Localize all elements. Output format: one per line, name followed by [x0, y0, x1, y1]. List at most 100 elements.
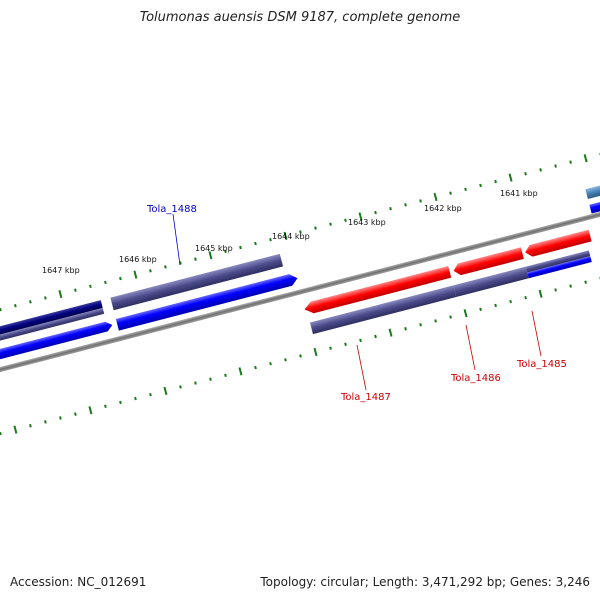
ruler-top-tick: [569, 160, 572, 164]
ruler-top-tick: [329, 222, 332, 226]
ruler-bottom-tick: [313, 347, 318, 357]
ruler-top-tick: [464, 187, 467, 191]
genome-summary-text: Topology: circular; Length: 3,471,292 bp…: [260, 575, 590, 589]
ruler-top-tick: [133, 270, 138, 279]
gene-tola-1486-red[interactable]: [452, 247, 524, 276]
accession-text: Accession: NC_012691: [10, 575, 147, 589]
ruler-top-tick: [494, 179, 497, 184]
ruler-top-tick: [0, 307, 2, 312]
ruler-top-tick: [583, 154, 588, 163]
scale-labels: 1641 kbp 1642 kbp 1643 kbp 1644 kbp 1645…: [42, 189, 538, 275]
callout-line-tola-1486: [465, 324, 476, 371]
ruler-bottom-tick: [104, 404, 107, 409]
ruler-bottom-tick: [434, 319, 437, 323]
ruler-bottom-tick: [449, 315, 452, 319]
ruler-top-tick: [283, 231, 288, 240]
map-title: Tolumonas auensis DSM 9187, complete gen…: [139, 10, 461, 25]
gene-callouts: Tola_1488 Tola_1487 Tola_1486 Tola_1485: [146, 204, 567, 403]
ruler-bottom-tick: [419, 323, 422, 327]
forward-strand-genes: [0, 178, 600, 373]
ruler-top-tick: [58, 289, 63, 299]
gene-feature-left-blue[interactable]: [115, 272, 299, 331]
ruler-bottom-tick: [374, 334, 377, 339]
ruler-bottom-tick: [569, 284, 572, 288]
ruler-bottom-tick: [388, 328, 393, 337]
ruler-bottom-tick: [29, 424, 32, 428]
ruler-bottom-tick: [179, 385, 182, 389]
ruler-bottom-tick: [13, 425, 18, 434]
gene-feature-far-left-slate[interactable]: [0, 307, 105, 356]
ruler-bottom-tick: [134, 396, 137, 401]
gene-tola-1487-red[interactable]: [303, 266, 452, 315]
ruler-top-tick: [254, 241, 257, 246]
ruler-bottom-tick: [329, 346, 332, 350]
ruler-top-tick: [539, 168, 542, 172]
genome-backbone: [0, 184, 600, 400]
ruler-bottom-tick: [44, 420, 47, 424]
ruler-bottom-tick: [404, 327, 407, 331]
gene-tola-1485[interactable]: [525, 250, 591, 273]
ruler-top-tick: [358, 212, 363, 221]
ruler-top-tick: [119, 276, 122, 281]
gene-tola-1488[interactable]: [110, 253, 284, 311]
ruler-top-tick: [479, 183, 482, 188]
scale-label-1646: 1646 kbp: [119, 255, 157, 264]
gene-tola-1486[interactable]: [453, 266, 529, 298]
ruler-bottom-tick: [224, 373, 227, 378]
ruler-bottom-tick: [88, 406, 93, 415]
ruler-bottom-tick: [299, 354, 302, 358]
ruler-top-tick: [208, 251, 213, 260]
gene-feature-far-left-blue[interactable]: [0, 320, 114, 373]
gene-tola-1485-red[interactable]: [524, 229, 592, 258]
ruler-bottom-tick: [209, 377, 212, 381]
ruler-bottom-tick: [284, 358, 287, 362]
ruler-bottom-tick: [59, 416, 62, 420]
gene-tola-1487[interactable]: [309, 285, 457, 335]
gene-feature-far-left-navy[interactable]: [0, 300, 103, 350]
ruler-top-tick: [433, 192, 438, 202]
gene-label-tola-1487[interactable]: Tola_1487: [340, 392, 391, 403]
gene-label-tola-1486[interactable]: Tola_1486: [450, 373, 501, 384]
scale-label-1644: 1644 kbp: [272, 232, 310, 241]
ruler-top-tick: [508, 173, 513, 182]
ruler-bottom-tick: [538, 289, 543, 298]
gene-feature-right-steel[interactable]: [585, 178, 600, 199]
gene-tola-1485-blue[interactable]: [527, 256, 592, 279]
ruler-bottom-tick: [524, 295, 527, 300]
callout-line-tola-1488: [172, 213, 181, 266]
ruler-bottom-tick: [359, 338, 362, 343]
ruler-bottom-tick: [238, 367, 243, 376]
ruler-top-tick: [74, 288, 77, 292]
ruler-top-tick: [299, 230, 302, 234]
ruler-top-tick: [449, 191, 452, 195]
ruler-top-tick: [404, 203, 407, 207]
ruler-bottom-tick: [509, 299, 512, 304]
ruler-bottom-tick: [149, 393, 152, 397]
ruler-bottom-tick: [344, 342, 347, 346]
ruler-top-tick: [29, 300, 32, 304]
ruler-top-tick: [554, 164, 557, 168]
ruler-top-tick: [149, 269, 152, 273]
ruler-bottom-tick: [463, 309, 468, 318]
ruler-top-tick: [89, 284, 92, 289]
ruler-top-tick: [164, 265, 167, 269]
scale-label-1641: 1641 kbp: [500, 189, 538, 198]
ruler-top-tick: [419, 199, 422, 203]
callout-line-tola-1487: [356, 344, 367, 391]
ruler-top-tick: [314, 226, 317, 230]
ruler-bottom-tick: [494, 303, 497, 308]
ruler-bottom-tick: [269, 361, 272, 366]
ruler-top-tick: [239, 245, 242, 250]
gene-label-tola-1488[interactable]: Tola_1488: [146, 204, 197, 215]
scale-label-1643: 1643 kbp: [348, 218, 386, 227]
gene-label-tola-1485[interactable]: Tola_1485: [516, 359, 567, 370]
scale-ruler-top: [0, 152, 600, 312]
ruler-bottom-tick: [554, 288, 557, 292]
ruler-bottom-tick: [0, 431, 2, 436]
scale-label-1645: 1645 kbp: [195, 244, 233, 253]
reverse-strand-genes: [303, 229, 592, 335]
ruler-bottom-tick: [584, 280, 587, 284]
scale-ruler-bottom: [0, 276, 600, 436]
ruler-top-tick: [389, 206, 392, 211]
